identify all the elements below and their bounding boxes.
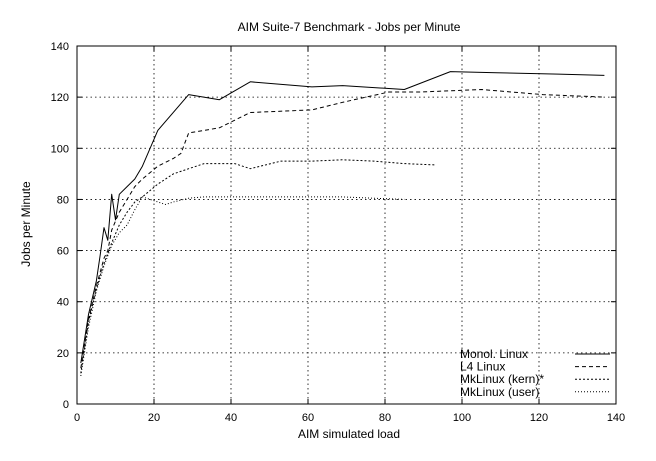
x-tick-label: 40	[225, 412, 237, 424]
series-line-monol-linux	[80, 71, 605, 364]
x-tick-label: 80	[379, 412, 391, 424]
legend-label-mklinux-kern: MkLinux (kern)*	[460, 372, 544, 386]
y-tick-label: 60	[57, 246, 69, 258]
x-tick-label: 100	[453, 412, 471, 424]
chart-title: AIM Suite-7 Benchmark - Jobs per Minute	[238, 20, 461, 34]
x-tick-label: 20	[148, 412, 160, 424]
y-tick-label: 100	[51, 143, 69, 155]
legend-label-monol-linux: Monol. Linux	[460, 347, 528, 361]
series-line-l4-linux	[80, 89, 605, 369]
series-line-mklinux-kern	[80, 159, 436, 374]
y-tick-label: 80	[57, 194, 69, 206]
plot-frame	[76, 45, 617, 405]
legend-label-mklinux-user: MkLinux (user)	[460, 385, 539, 399]
y-tick-label: 0	[63, 399, 69, 411]
x-tick-label: 140	[607, 412, 625, 424]
y-tick-label: 20	[57, 348, 69, 360]
x-tick-label: 120	[530, 412, 548, 424]
grid	[77, 46, 616, 404]
y-axis-title: Jobs per Minute	[19, 181, 33, 267]
y-tick-label: 140	[51, 41, 69, 53]
axis-ticks: 0 20 40 60 80 100 120 140 0 20 40 60 80 100 120 140	[51, 41, 626, 424]
series-group	[80, 71, 605, 376]
series-line-mklinux-user	[80, 196, 405, 376]
legend-label-l4-linux: L4 Linux	[460, 360, 505, 374]
x-axis-title: AIM simulated load	[298, 427, 400, 441]
y-tick-label: 120	[51, 92, 69, 104]
x-tick-label: 60	[302, 412, 314, 424]
x-tick-label: 0	[74, 412, 80, 424]
y-tick-label: 40	[57, 297, 69, 309]
